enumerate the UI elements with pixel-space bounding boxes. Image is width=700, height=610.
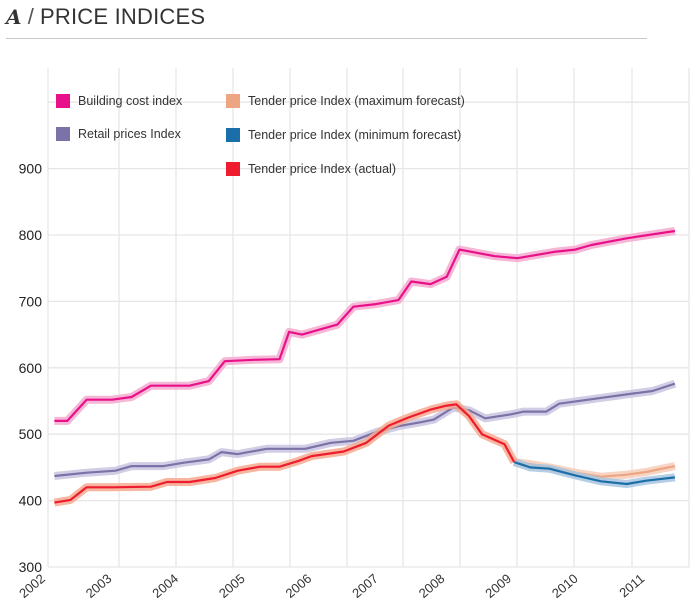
chart-title: PRICE INDICES bbox=[40, 4, 206, 29]
legend-swatch bbox=[226, 128, 240, 142]
legend-label: Retail prices Index bbox=[78, 127, 181, 141]
title-separator: / bbox=[27, 4, 35, 29]
series-line bbox=[513, 461, 676, 486]
legend-swatch bbox=[56, 94, 70, 108]
y-tick-label: 400 bbox=[19, 493, 43, 509]
x-axis: 2002 2003 2004 2005 2006 2007 2008 2009 2010 2011 bbox=[16, 571, 647, 601]
series-band bbox=[54, 227, 676, 425]
legend-swatch bbox=[56, 127, 70, 141]
x-tick-label: 2002 bbox=[16, 571, 48, 601]
y-tick-label: 500 bbox=[19, 426, 43, 442]
legend-swatch bbox=[226, 162, 240, 176]
legend-label: Tender price Index (actual) bbox=[248, 162, 396, 176]
x-tick-label: 2007 bbox=[349, 571, 381, 601]
legend-label: Building cost index bbox=[78, 94, 183, 108]
series-band bbox=[53, 379, 677, 480]
legend-item-tender-actual: Tender price Index (actual) bbox=[226, 162, 396, 176]
legend-item-tender-min-forecast: Tender price Index (minimum forecast) bbox=[226, 128, 461, 142]
series-retail-prices-index bbox=[53, 379, 677, 480]
x-tick-label: 2004 bbox=[149, 571, 181, 601]
chart-heading: A / PRICE INDICES bbox=[6, 4, 205, 30]
legend-item-retail-prices: Retail prices Index bbox=[56, 127, 181, 141]
y-tick-label: 800 bbox=[19, 227, 43, 243]
y-tick-label: 300 bbox=[19, 559, 43, 575]
x-tick-label: 2008 bbox=[416, 571, 448, 601]
x-tick-label: 2003 bbox=[83, 571, 115, 601]
series-lines bbox=[53, 227, 677, 507]
x-tick-label: 2005 bbox=[216, 571, 248, 601]
legend-item-building-cost: Building cost index bbox=[56, 94, 182, 108]
legend-label: Tender price Index (minimum forecast) bbox=[248, 128, 462, 142]
y-tick-label: 900 bbox=[19, 161, 43, 177]
grid bbox=[47, 68, 690, 568]
series-tender-price-index-actual bbox=[53, 400, 518, 507]
figure-letter: A bbox=[6, 5, 22, 29]
y-tick-label: 600 bbox=[19, 360, 43, 376]
y-tick-label: 700 bbox=[19, 293, 43, 309]
legend-item-tender-max-forecast: Tender price Index (maximum forecast) bbox=[226, 94, 465, 108]
y-axis: 300 400 500 600 700 800 900 bbox=[19, 161, 43, 575]
x-tick-label: 2006 bbox=[283, 571, 315, 601]
legend-label: Tender price Index (maximum forecast) bbox=[248, 94, 465, 108]
x-tick-label: 2011 bbox=[616, 571, 647, 600]
x-tick-label: 2009 bbox=[482, 571, 514, 601]
series-tender-price-index-minimum-forecast bbox=[512, 458, 676, 488]
x-tick-label: 2010 bbox=[549, 571, 581, 601]
legend-swatch bbox=[226, 94, 240, 108]
title-divider bbox=[6, 38, 647, 39]
series-line bbox=[54, 403, 516, 504]
series-line bbox=[54, 229, 676, 422]
series-building-cost-index bbox=[54, 227, 676, 425]
